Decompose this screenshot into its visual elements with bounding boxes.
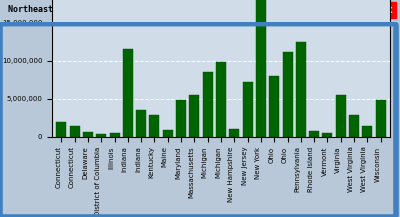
Bar — [176, 100, 186, 137]
Bar — [256, 0, 266, 137]
Bar — [269, 76, 279, 137]
Bar — [56, 122, 66, 137]
Bar — [203, 72, 213, 137]
Bar — [336, 95, 346, 137]
Bar — [322, 133, 332, 137]
Text: Northeast States - Population Change 1800 - 2000: Northeast States - Population Change 180… — [8, 5, 248, 14]
Bar — [136, 110, 146, 137]
Bar — [83, 132, 93, 137]
Bar — [163, 130, 173, 137]
Bar — [309, 131, 319, 137]
Bar — [123, 49, 133, 137]
Bar — [243, 82, 253, 137]
Bar — [229, 129, 239, 137]
Bar — [349, 115, 359, 137]
Bar — [189, 95, 199, 137]
Text: x: x — [387, 5, 393, 15]
Bar — [362, 126, 372, 137]
Bar — [296, 42, 306, 137]
Bar — [110, 133, 120, 137]
Bar — [150, 115, 160, 137]
Bar — [96, 134, 106, 137]
Bar — [216, 62, 226, 137]
Bar — [376, 100, 386, 137]
Bar — [70, 126, 80, 137]
Bar — [282, 52, 292, 137]
